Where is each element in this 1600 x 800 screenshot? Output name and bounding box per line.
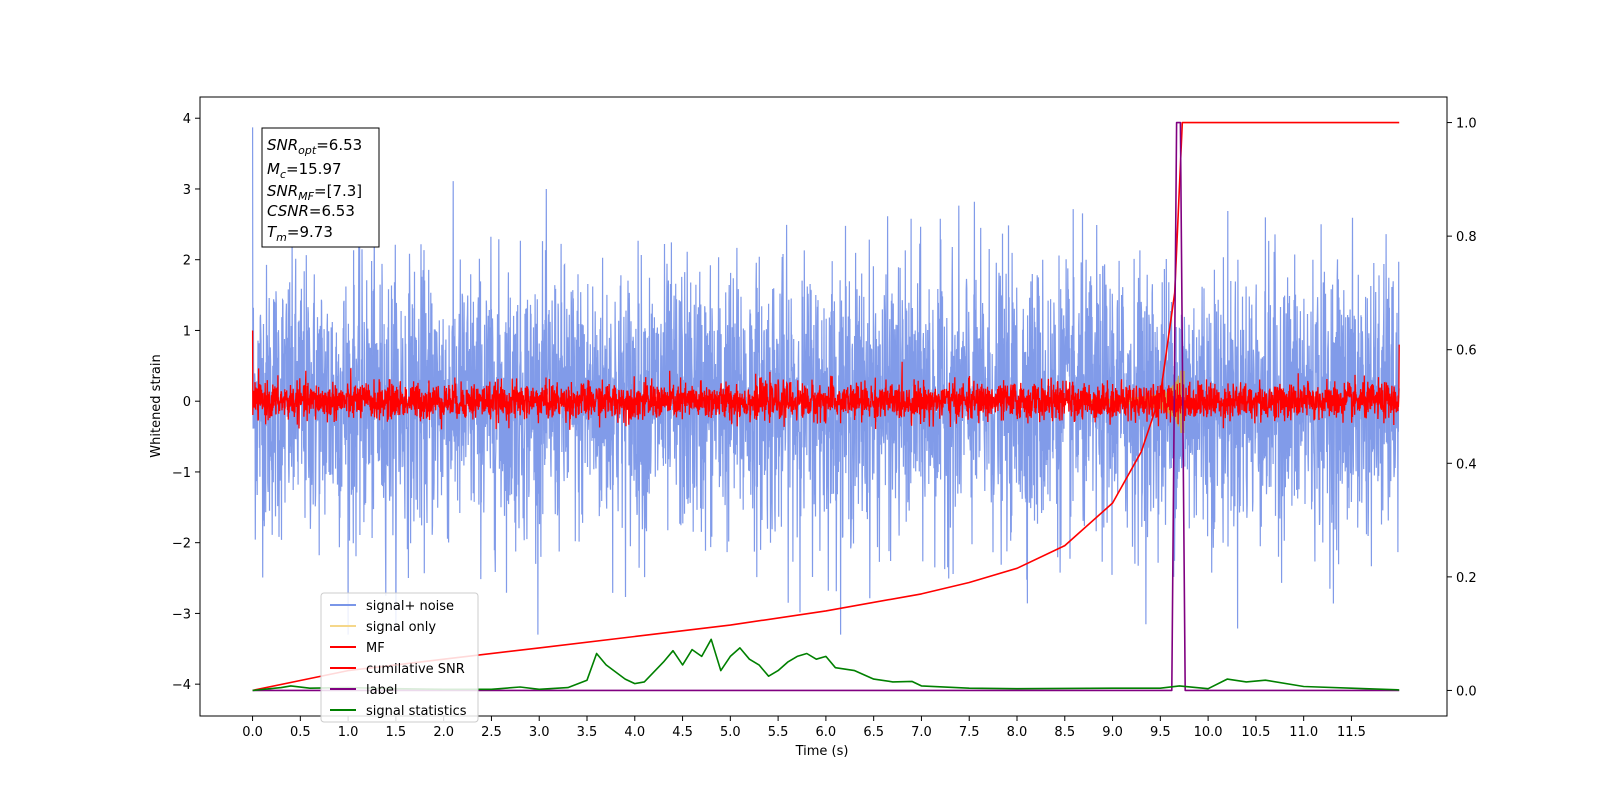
legend-label: signal only [366,620,436,635]
y-tick-label: 3 [183,183,191,198]
x-tick-label: 11.0 [1289,725,1318,740]
x-tick-label: 9.0 [1102,725,1123,740]
x-tick-label: 6.5 [863,725,884,740]
x-tick-label: 4.0 [624,725,645,740]
x-axis: 0.0 0.5 1.0 1.5 2.0 2.5 3.0 3.5 4.0 4.5 5.0 5.5 6.0 6… [242,716,1366,740]
series-label [252,121,1400,692]
y-tick-label: −1 [172,466,191,481]
legend-label: MF [366,641,385,656]
y-tick-label: −2 [172,537,191,552]
x-tick-label: 8.5 [1054,725,1075,740]
series-cumulative-snr [252,121,1400,692]
series-signal-statistics [252,638,1400,692]
legend-frame [320,592,479,723]
x-tick-label: 3.0 [529,725,550,740]
x-tick-label: 10.0 [1194,725,1223,740]
x-tick-label: 1.5 [386,725,407,740]
x-tick-label: 10.5 [1241,725,1270,740]
x-tick-label: 3.5 [577,725,598,740]
y-axis-label: Whitened strain [149,354,164,457]
x-tick-label: 6.0 [816,725,837,740]
legend-label: cumilative SNR [366,662,465,677]
series-signal-noise [252,127,1400,635]
x-tick-label: 5.5 [768,725,789,740]
legend-label: signal+ noise [366,599,454,614]
x-tick-label: 7.0 [911,725,932,740]
series-mf [251,330,1400,430]
x-tick-label: 0.0 [242,725,263,740]
legend-label: signal statistics [366,704,467,719]
y-axis-left: 4 3 2 1 0 −1 −2 −3 −4 [172,112,200,693]
annotation-box: SNRopt=6.53 Mc=15.97 SNRMF=[7.3] CSNR=6.… [261,127,380,248]
x-tick-label: 7.5 [959,725,980,740]
y2-tick-label: 1.0 [1456,117,1477,132]
y-tick-label: −3 [172,607,191,622]
y-tick-label: 4 [183,112,191,127]
legend-label: label [366,683,397,698]
x-tick-label: 0.5 [290,725,311,740]
x-tick-label: 1.0 [338,725,359,740]
annotation-snr-opt: SNRopt=6.53 [267,136,362,157]
plot-frame [199,96,1448,717]
x-tick-label: 9.5 [1150,725,1171,740]
y2-tick-label: 0.6 [1456,344,1477,359]
y-tick-label: −4 [172,678,191,693]
plot-area [251,121,1400,692]
x-axis-label: Time (s) [795,744,849,759]
y-tick-label: 2 [183,254,191,269]
legend: signal+ noise signal only MF cumilative SNR… [320,592,479,723]
y2-tick-label: 0.2 [1456,571,1477,586]
annotation-snr-mf: SNRMF=[7.3] [267,182,362,203]
y-tick-label: 1 [183,324,191,339]
x-tick-label: 5.0 [720,725,741,740]
y-axis-right: 1.0 0.8 0.6 0.4 0.2 0.0 [1447,117,1477,699]
annotation-tm: Tm=9.73 [267,223,333,244]
x-tick-label: 8.0 [1007,725,1028,740]
x-tick-label: 4.5 [672,725,693,740]
x-tick-label: 11.5 [1337,725,1366,740]
x-tick-label: 2.5 [481,725,502,740]
x-tick-label: 2.0 [433,725,454,740]
y2-tick-label: 0.0 [1456,684,1477,699]
annotation-csnr: CSNR=6.53 [267,202,355,220]
y2-tick-label: 0.8 [1456,230,1477,245]
y2-tick-label: 0.4 [1456,457,1477,472]
annotation-mc: Mc=15.97 [267,160,342,181]
y-tick-label: 0 [183,395,191,410]
